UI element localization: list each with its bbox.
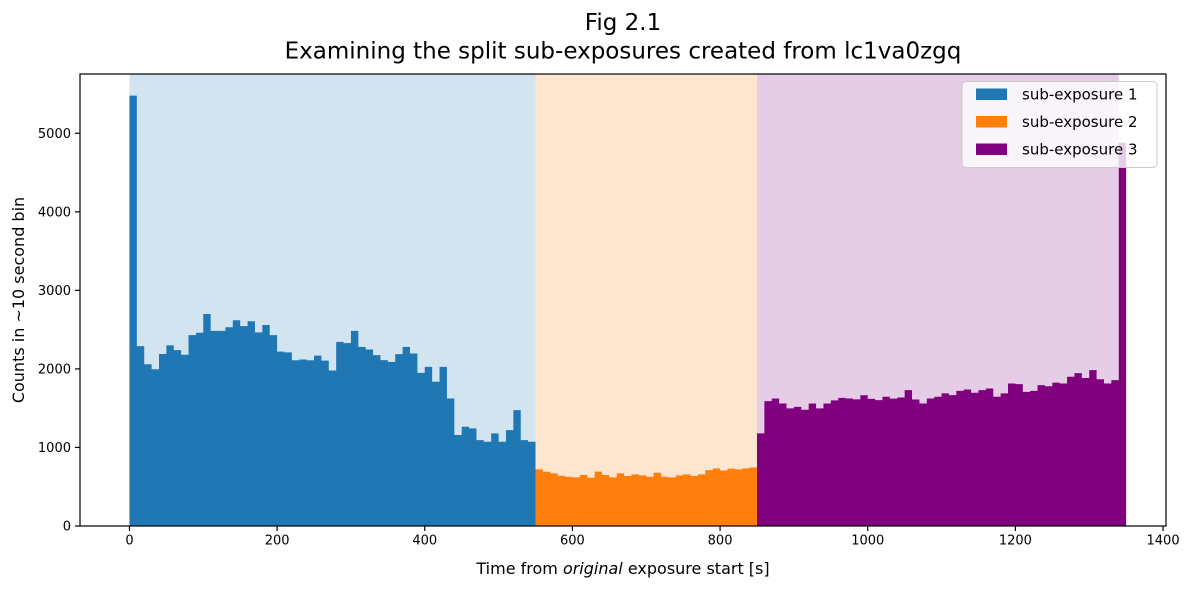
- y-tick-label-5000: 5000: [38, 127, 71, 142]
- x-tick-label-800: 800: [708, 534, 733, 549]
- x-tick-label-0: 0: [125, 534, 133, 549]
- y-tick-label-3000: 3000: [38, 284, 71, 299]
- x-tick-label-1400: 1400: [1147, 534, 1180, 549]
- histogram-sub-exposure-1: [129, 95, 536, 526]
- legend-swatch-sub-exposure-3: [976, 143, 1007, 155]
- x-tick-label-1200: 1200: [999, 534, 1032, 549]
- x-tick-label-200: 200: [265, 534, 290, 549]
- x-axis-label-italic-word: original: [563, 559, 623, 578]
- plot-area: 0 200 400 600 800 1000 1200 1400 0 1000 2000 3000 40…: [38, 73, 1180, 549]
- x-axis-label-post: exposure start [s]: [628, 559, 770, 578]
- figure-title-line-2: Examining the split sub-exposures create…: [285, 39, 962, 65]
- x-tick-label-400: 400: [412, 534, 437, 549]
- legend-label-sub-exposure-1: sub-exposure 1: [1022, 86, 1138, 104]
- y-axis-label: Counts in ~10 second bin: [9, 197, 28, 403]
- axes-frame: [79, 73, 1167, 527]
- histogram-sub-exposure-3: [757, 142, 1127, 526]
- legend-label-sub-exposure-3: sub-exposure 3: [1022, 141, 1138, 159]
- legend-label-sub-exposure-2: sub-exposure 2: [1022, 113, 1138, 131]
- y-tick-label-2000: 2000: [38, 362, 71, 377]
- legend-box: [961, 81, 1158, 168]
- legend: sub-exposure 1 sub-exposure 2 sub-exposure…: [961, 81, 1158, 168]
- legend-swatch-sub-exposure-2: [976, 116, 1007, 128]
- figure-title-line-1: Fig 2.1: [585, 10, 661, 36]
- legend-swatch-sub-exposure-1: [976, 88, 1007, 100]
- x-axis-label-pre: Time from: [475, 559, 563, 578]
- x-tick-label-1000: 1000: [851, 534, 884, 549]
- histogram-sub-exposure-2: [535, 467, 757, 526]
- x-tick-label-600: 600: [560, 534, 585, 549]
- y-tick-label-0: 0: [63, 520, 71, 535]
- y-tick-label-1000: 1000: [38, 441, 71, 456]
- y-tick-label-4000: 4000: [38, 205, 71, 220]
- x-axis-label: Time from original exposure start [s]: [475, 559, 769, 578]
- highlight-band-sub-exposure-2: [535, 74, 757, 526]
